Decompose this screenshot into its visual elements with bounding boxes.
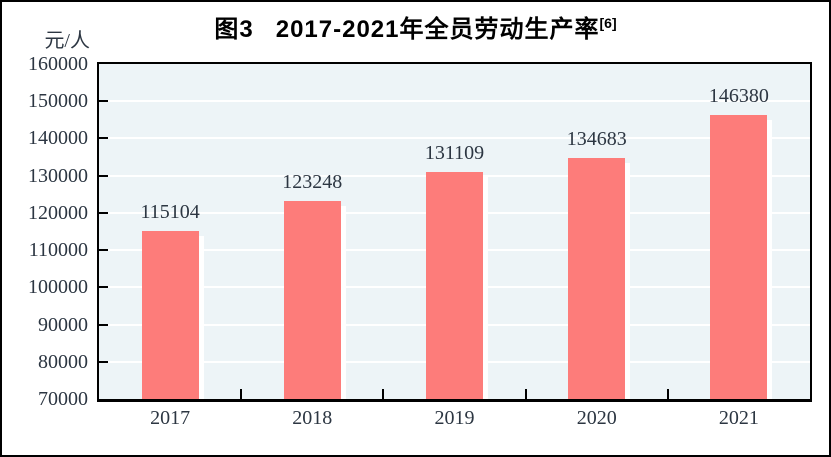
x-axis-tick xyxy=(240,389,243,399)
bar-value-label: 134683 xyxy=(566,128,627,151)
bar-value-label: 131109 xyxy=(424,141,485,164)
y-axis-label: 160000 xyxy=(28,53,88,75)
bar-value-label: 146380 xyxy=(708,84,769,107)
plot-area: 115104 123248 131109 134683 146380 xyxy=(97,62,812,402)
y-axis-label: 90000 xyxy=(38,313,88,336)
y-axis-label: 120000 xyxy=(28,201,88,224)
bar xyxy=(283,200,341,399)
x-axis-tick xyxy=(524,389,527,399)
gridline xyxy=(99,100,810,103)
y-axis-tick xyxy=(99,286,108,289)
x-axis-tick xyxy=(382,389,385,399)
y-axis-tick xyxy=(99,174,108,177)
y-axis-tick xyxy=(99,323,108,326)
x-axis-tick xyxy=(666,389,669,399)
x-axis-label: 2021 xyxy=(718,407,759,429)
x-axis-label: 2018 xyxy=(292,407,333,429)
y-axis-tick xyxy=(99,360,108,363)
bar xyxy=(568,158,626,399)
x-axis-label: 2019 xyxy=(434,407,475,429)
bar xyxy=(426,171,483,399)
gridline xyxy=(99,137,810,140)
y-axis-label: 80000 xyxy=(38,350,88,373)
y-axis-tick xyxy=(99,249,108,252)
y-axis-label: 110000 xyxy=(28,239,88,262)
y-axis-unit-label: 元/人 xyxy=(44,30,90,52)
x-axis-label: 2020 xyxy=(576,407,617,429)
chart-title-footnote-ref: [6] xyxy=(599,15,617,31)
y-axis-label: 70000 xyxy=(38,388,88,410)
bar-value-label: 123248 xyxy=(282,170,343,193)
chart-title: 图3 2017-2021年全员劳动生产率[6] xyxy=(2,9,829,44)
x-axis-label: 2017 xyxy=(150,407,191,429)
y-axis-label: 100000 xyxy=(28,276,88,299)
bar xyxy=(710,114,768,399)
y-axis-label: 140000 xyxy=(28,127,88,150)
chart-title-main: 2017-2021年全员劳动生产率 xyxy=(275,16,600,43)
bar-value-label: 115104 xyxy=(140,201,200,224)
y-axis-tick xyxy=(99,100,108,103)
y-axis-tick xyxy=(99,211,108,214)
bar xyxy=(141,231,199,399)
chart-title-prefix: 图3 xyxy=(214,16,254,43)
y-axis-label: 130000 xyxy=(28,164,88,187)
y-axis-label: 150000 xyxy=(28,90,88,113)
y-axis-tick xyxy=(99,137,108,140)
